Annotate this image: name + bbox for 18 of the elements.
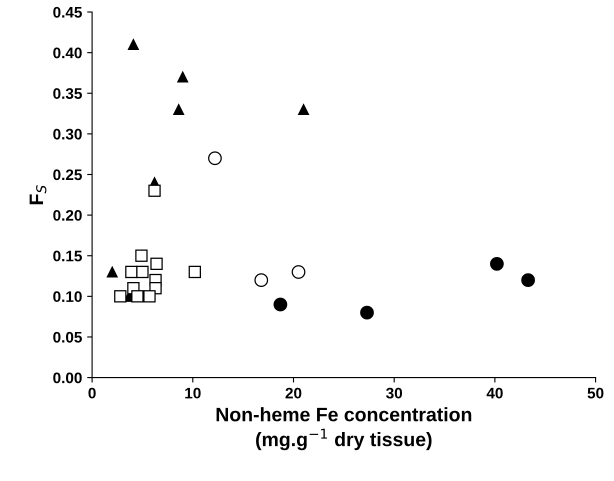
- y-tick-label: 0.45: [53, 6, 82, 18]
- y-tick-label: 0.40: [53, 48, 82, 58]
- y-tick-label: 0.00: [53, 372, 82, 384]
- x-tick-label: 30: [386, 388, 402, 399]
- y-tick-label: 0.25: [53, 169, 82, 180]
- x-tick-label: 40: [486, 388, 503, 399]
- x-axis-title: Non-heme Fe concentration (mg.g$^{−1}$ dry tissue): [216, 407, 472, 450]
- y-tick-label: 0.30: [53, 128, 82, 140]
- y-tick-label: 0.15: [53, 250, 82, 262]
- y-axis-title: F$_{S}$: [30, 185, 46, 204]
- y-tick-label: 0.10: [53, 291, 82, 302]
- y-tick-label: 0.35: [53, 88, 82, 99]
- x-tick-label: 0: [88, 388, 96, 399]
- y-tick-label: 0.05: [53, 332, 82, 343]
- x-tick-label: 50: [588, 388, 604, 399]
- x-tick-label: 20: [286, 388, 302, 399]
- x-tick-label: 10: [185, 388, 201, 399]
- y-tick-label: 0.20: [53, 210, 82, 221]
